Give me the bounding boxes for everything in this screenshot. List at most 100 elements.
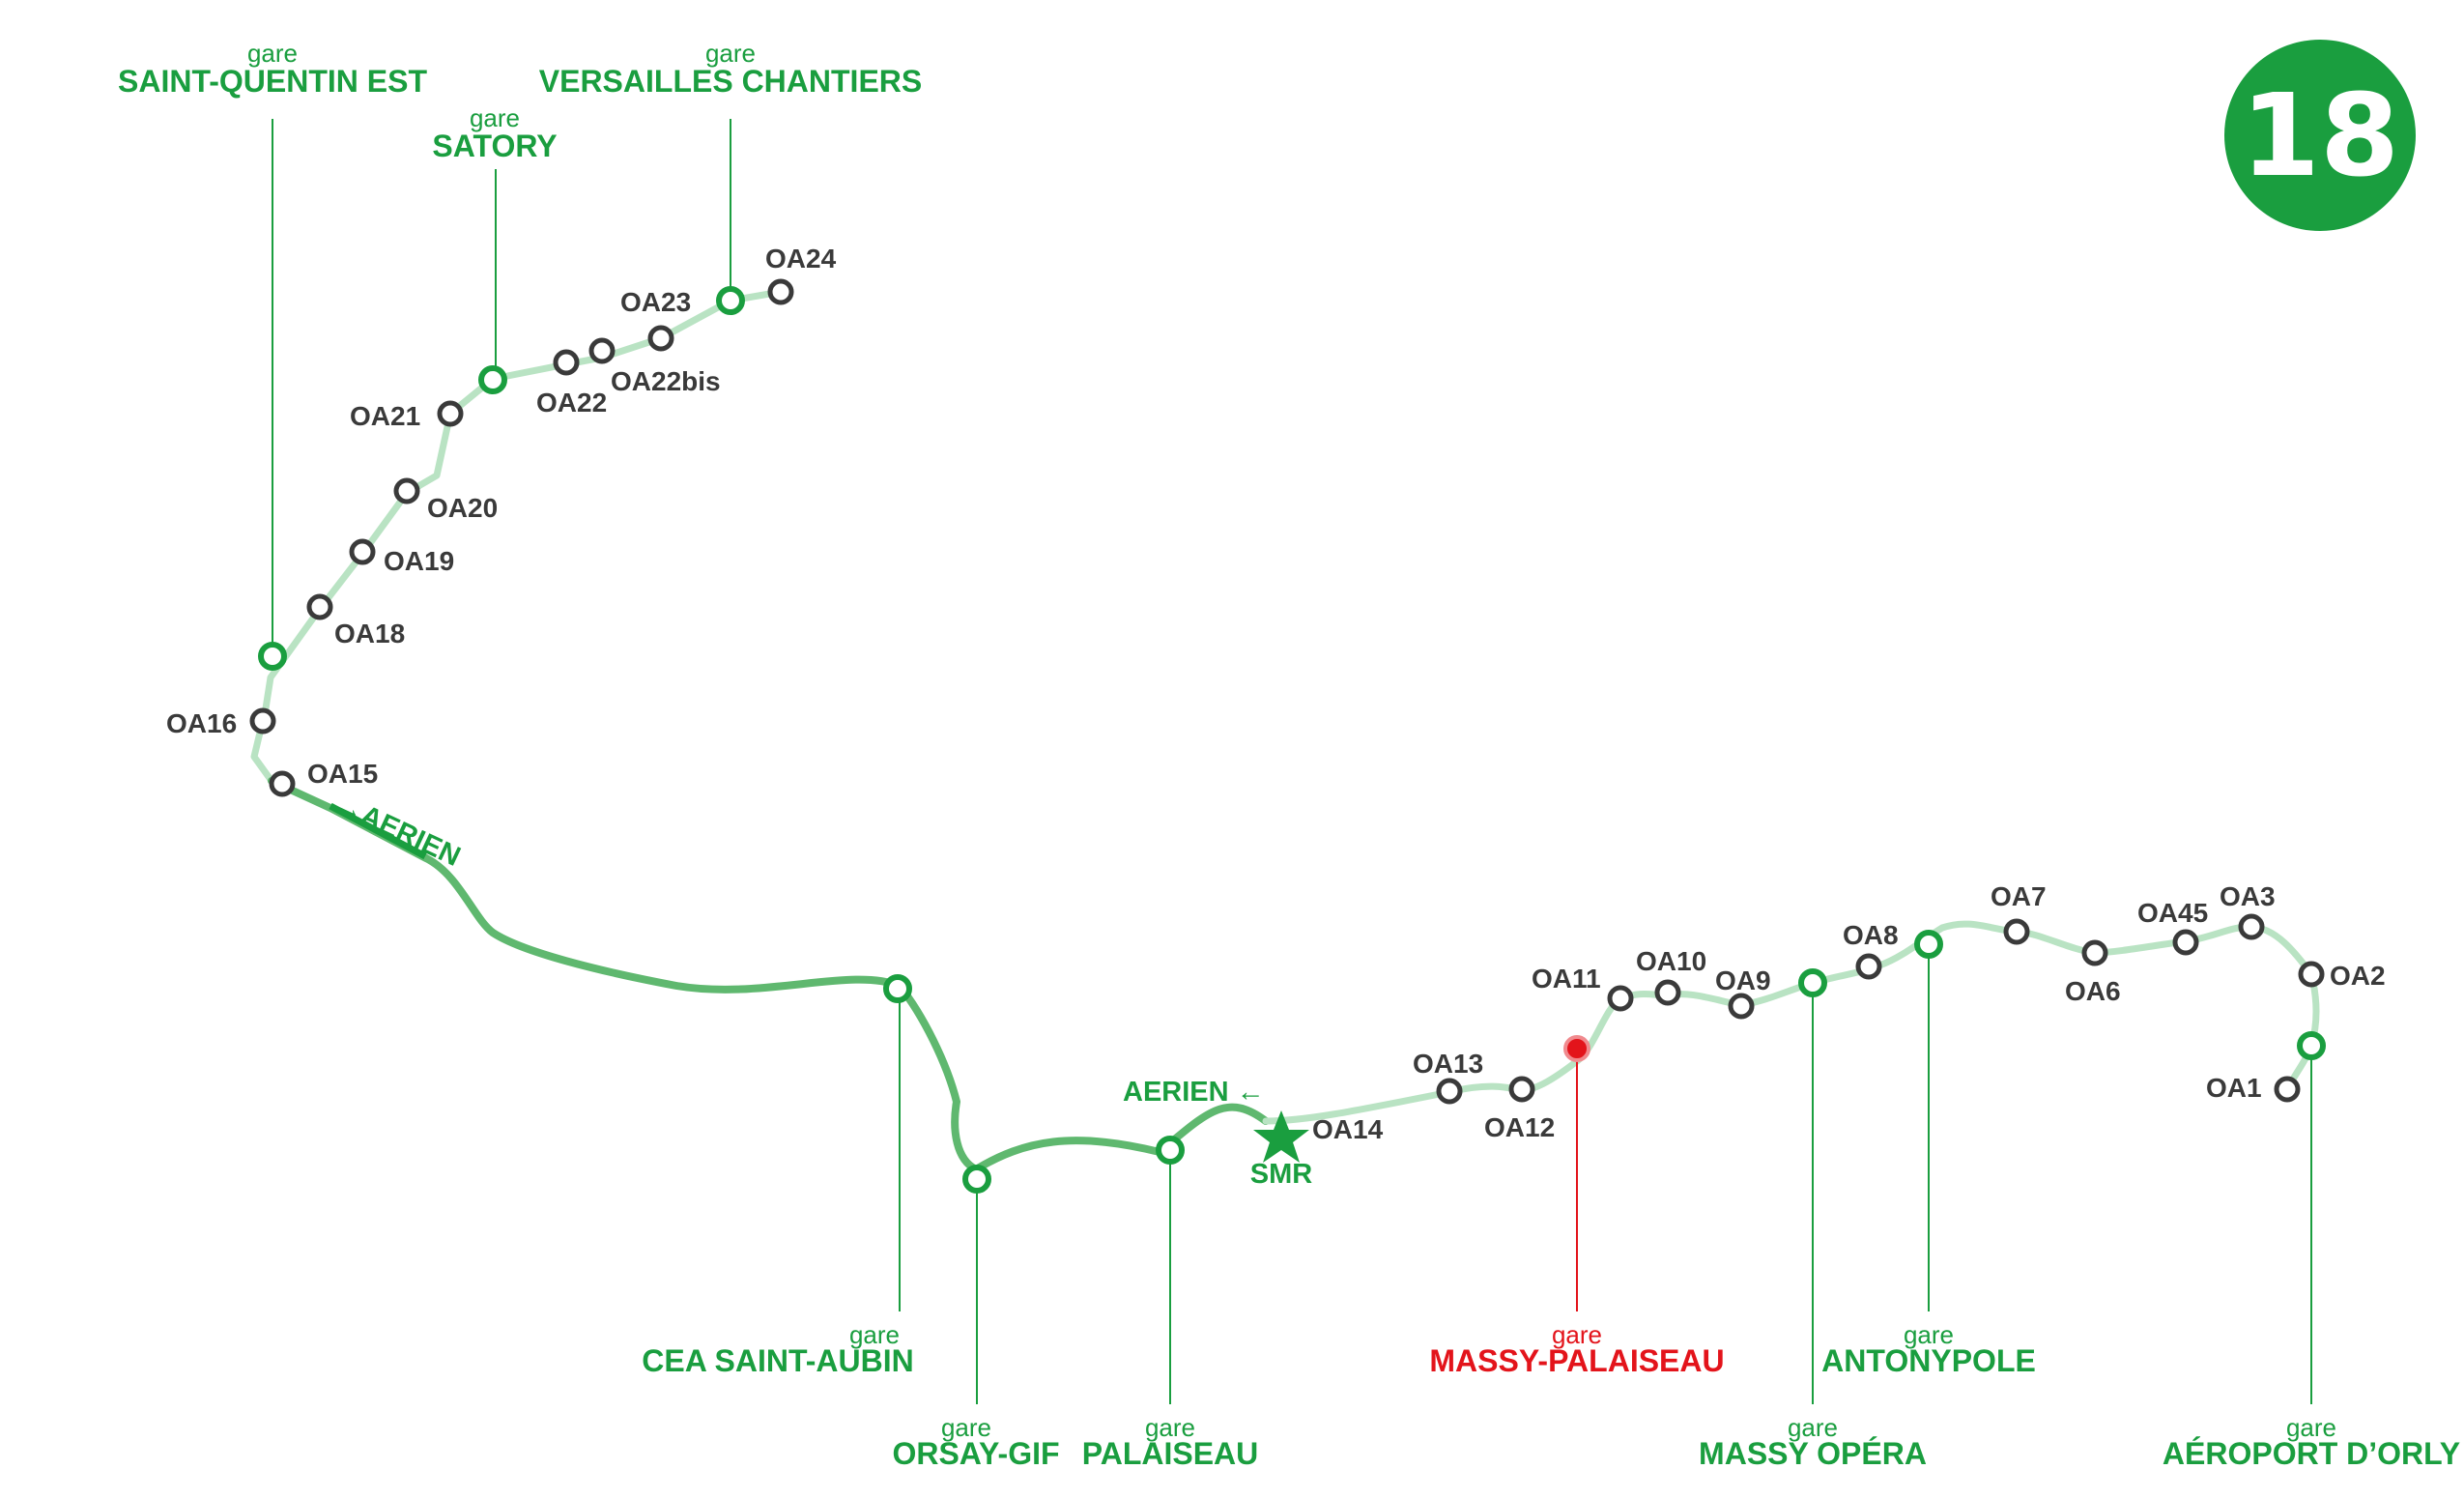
station-labels: gare SAINT-QUENTIN EST gare VERSAILLES C…	[118, 39, 2460, 1471]
ouvrage-oa18	[306, 593, 333, 620]
ouvrage-oa20	[393, 477, 420, 504]
label-oa14: OA14	[1312, 1114, 1384, 1144]
label-oa9: OA9	[1715, 965, 1771, 995]
gare-label: gare	[1788, 1413, 1838, 1442]
gare-label: gare	[1145, 1413, 1195, 1442]
line-badge: 18	[2224, 40, 2416, 231]
label-group-massy-palaiseau: gare MASSY-PALAISEAU	[1429, 1320, 1724, 1378]
label-oa8: OA8	[1843, 920, 1899, 950]
ouvrage-oa19	[349, 538, 376, 565]
label-group-antonypole: gare ANTONYPOLE	[1821, 1320, 2036, 1378]
ouvrage-oa11	[1607, 985, 1634, 1012]
station-name: AÉROPORT D’ORLY	[2163, 1436, 2460, 1471]
ouvrage-oa22	[553, 349, 580, 376]
label-oa24: OA24	[765, 244, 837, 274]
smr-label: SMR	[1250, 1159, 1313, 1190]
station-antonypole[interactable]	[1914, 930, 1943, 959]
gare-label: gare	[941, 1413, 991, 1442]
smr-depot: SMR	[1250, 1110, 1313, 1190]
ouvrage-oa16	[249, 707, 276, 735]
ouvrage-oa10	[1654, 979, 1681, 1006]
label-oa22: OA22	[536, 388, 607, 418]
gare-label: gare	[470, 103, 520, 132]
label-oa2: OA2	[2330, 961, 2386, 991]
line-badge-circle	[2224, 40, 2416, 231]
ouvrage-oa22bis	[588, 337, 616, 364]
label-group-aeroport-dorly: gare AÉROPORT D’ORLY	[2163, 1413, 2460, 1471]
station-aeroport-dorly[interactable]	[2297, 1031, 2326, 1060]
label-oa19: OA19	[384, 546, 454, 576]
aerien-west-marker: →AERIEN	[329, 788, 465, 873]
label-group-satory: gare SATORY	[432, 103, 557, 163]
gare-label: gare	[1904, 1320, 1954, 1349]
station-massy-opera[interactable]	[1798, 968, 1827, 997]
aerien-west-label: →AERIEN	[330, 788, 465, 873]
label-oa10: OA10	[1636, 946, 1706, 976]
station-name: SATORY	[432, 129, 557, 163]
label-group-massy-opera: gare MASSY OPÉRA	[1699, 1413, 1927, 1471]
station-cea-saint-aubin[interactable]	[883, 974, 912, 1003]
ouvrage-oa13	[1436, 1078, 1463, 1105]
aerien-east-label: AERIEN ←	[1123, 1077, 1265, 1108]
station-versailles-chantiers[interactable]	[716, 286, 745, 315]
gare-label: gare	[1552, 1320, 1602, 1349]
ouvrage-oa15	[269, 770, 296, 797]
label-group-orsay-gif: gare ORSAY-GIF	[892, 1413, 1059, 1471]
ouvrage-oa12	[1508, 1076, 1535, 1103]
star-icon	[1253, 1110, 1309, 1163]
track	[250, 288, 2320, 1173]
label-group-saint-quentin-est: gare SAINT-QUENTIN EST	[118, 39, 427, 99]
station-name: SAINT-QUENTIN EST	[118, 64, 427, 99]
station-name: VERSAILLES CHANTIERS	[539, 64, 922, 99]
label-oa6: OA6	[2065, 976, 2121, 1006]
station-name: ORSAY-GIF	[892, 1436, 1059, 1471]
ouvrage-oa9	[1728, 993, 1755, 1020]
station-name: MASSY-PALAISEAU	[1429, 1343, 1724, 1378]
ouvrage-oa21	[437, 400, 464, 427]
label-oa15: OA15	[307, 759, 378, 789]
gare-label: gare	[2286, 1413, 2336, 1442]
label-oa20: OA20	[427, 493, 498, 523]
station-massy-palaiseau[interactable]	[1563, 1035, 1590, 1062]
gare-label: gare	[247, 39, 298, 68]
label-oa23: OA23	[620, 287, 691, 317]
label-oa18: OA18	[334, 619, 405, 648]
ouvrage-oa1	[2274, 1076, 2301, 1103]
ouvrage-oa23	[647, 325, 674, 352]
label-oa16: OA16	[166, 708, 237, 738]
label-oa45: OA45	[2137, 898, 2208, 928]
station-name: CEA SAINT-AUBIN	[642, 1343, 913, 1378]
station-orsay-gif[interactable]	[962, 1165, 991, 1194]
line-number: 18	[2241, 69, 2399, 202]
station-name: MASSY OPÉRA	[1699, 1436, 1927, 1471]
track-aerial-east	[1262, 920, 2320, 1125]
label-oa22bis: OA22bis	[611, 366, 721, 396]
label-group-versailles-chantiers: gare VERSAILLES CHANTIERS	[539, 39, 922, 99]
station-palaiseau[interactable]	[1156, 1136, 1185, 1165]
station-saint-quentin-est[interactable]	[258, 642, 287, 671]
label-oa1: OA1	[2206, 1073, 2262, 1103]
leader-lines	[272, 119, 2312, 1404]
ouvrages	[249, 278, 2325, 1105]
station-satory[interactable]	[478, 365, 507, 394]
ouvrage-oa45	[2172, 929, 2199, 956]
label-oa11: OA11	[1532, 964, 1601, 994]
label-oa3: OA3	[2220, 881, 2276, 911]
gare-label: gare	[705, 39, 756, 68]
label-oa7: OA7	[1991, 881, 2047, 911]
ouvrage-oa24	[767, 278, 794, 305]
stations	[258, 286, 2326, 1194]
track-aerial-west	[250, 288, 785, 785]
track-tunnel	[268, 777, 1270, 1173]
station-name: PALAISEAU	[1082, 1436, 1259, 1471]
label-group-palaiseau: gare PALAISEAU	[1082, 1413, 1259, 1471]
ouvrage-oa6	[2081, 939, 2108, 966]
ouvrage-labels: OA24 OA23 OA22bis OA22 OA21 OA20 OA19 OA…	[166, 244, 2386, 1144]
label-group-cea-saint-aubin: gare CEA SAINT-AUBIN	[642, 1320, 913, 1378]
gare-label: gare	[849, 1320, 900, 1349]
label-oa21: OA21	[350, 401, 420, 431]
ouvrage-oa2	[2298, 961, 2325, 988]
label-oa13: OA13	[1413, 1049, 1483, 1079]
ouvrage-oa3	[2238, 913, 2265, 940]
